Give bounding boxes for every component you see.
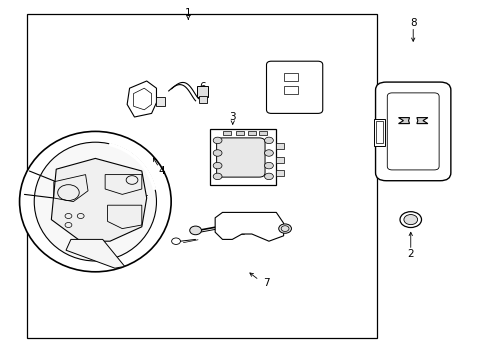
Circle shape — [189, 226, 201, 235]
Bar — [283, 73, 298, 81]
Bar — [235, 131, 243, 135]
Bar — [373, 119, 384, 146]
Circle shape — [213, 150, 222, 156]
Circle shape — [403, 215, 417, 225]
Text: 6: 6 — [199, 82, 206, 92]
Text: 3: 3 — [229, 112, 236, 122]
Bar — [276, 170, 283, 176]
Circle shape — [399, 212, 421, 228]
Ellipse shape — [20, 131, 171, 272]
Text: 5: 5 — [306, 98, 313, 108]
Bar — [247, 131, 255, 135]
Text: 2: 2 — [407, 249, 413, 259]
Bar — [197, 86, 207, 97]
Ellipse shape — [34, 142, 156, 261]
FancyBboxPatch shape — [266, 61, 322, 113]
Bar — [276, 157, 283, 163]
Polygon shape — [416, 118, 427, 123]
Circle shape — [213, 162, 222, 169]
Text: 1: 1 — [184, 8, 191, 18]
Bar — [283, 86, 298, 94]
Bar — [210, 129, 276, 185]
FancyBboxPatch shape — [375, 82, 450, 181]
Bar — [276, 143, 283, 149]
Text: 8: 8 — [409, 18, 416, 28]
Polygon shape — [215, 212, 283, 241]
Text: 7: 7 — [263, 278, 269, 288]
Circle shape — [213, 173, 222, 180]
Text: 4: 4 — [158, 166, 164, 176]
Bar — [156, 97, 165, 106]
Bar — [259, 131, 266, 135]
Bar — [375, 121, 382, 143]
Circle shape — [264, 173, 273, 180]
Polygon shape — [51, 158, 146, 241]
Polygon shape — [398, 118, 409, 123]
Polygon shape — [66, 239, 124, 268]
Bar — [27, 14, 376, 338]
Bar — [199, 96, 206, 103]
Bar — [223, 131, 231, 135]
Polygon shape — [127, 81, 156, 117]
FancyBboxPatch shape — [216, 138, 264, 177]
Circle shape — [213, 137, 222, 144]
Circle shape — [264, 162, 273, 169]
Circle shape — [264, 137, 273, 144]
Circle shape — [278, 224, 291, 233]
Circle shape — [264, 150, 273, 156]
